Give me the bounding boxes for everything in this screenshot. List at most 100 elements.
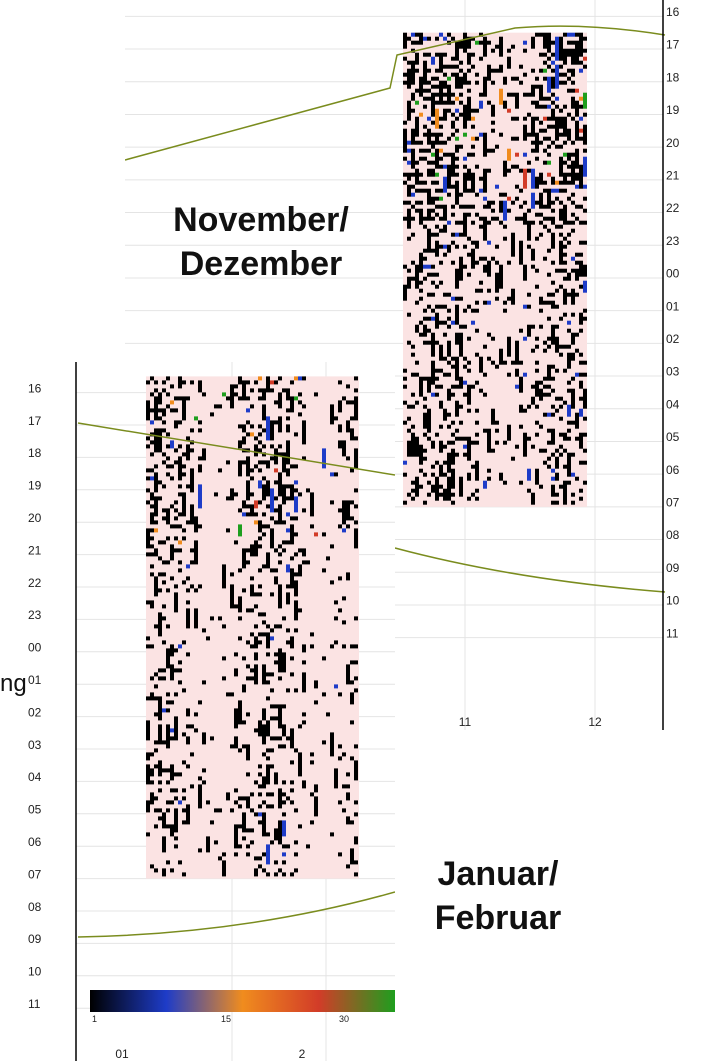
detection-cell [531,140,535,145]
detection-cell [178,376,182,389]
detection-cell [346,784,350,789]
detection-cell [246,560,250,565]
detection-cell [475,108,479,113]
detection-cell [495,184,499,189]
detection-cell [475,164,479,169]
detection-cell [427,272,431,277]
detection-cell [403,80,407,85]
detection-cell [531,148,535,153]
detection-cell [290,380,294,385]
detection-cell [427,208,431,221]
detection-cell [507,56,511,69]
detection-cell [354,800,358,805]
detection-cell [543,384,547,389]
detection-cell [286,468,290,477]
detection-cell [491,80,495,85]
detection-cell [515,216,519,221]
detection-cell [182,396,186,421]
detection-cell [543,160,547,165]
detection-cell [475,380,479,385]
detection-cell [451,364,455,369]
detection-cell [258,612,262,617]
detection-cell [567,232,571,237]
detection-cell [551,124,555,129]
detection-cell [463,356,467,361]
y-tick-label: 16 [28,381,42,395]
detection-cell [302,420,306,445]
detection-cell [447,32,451,37]
detection-cell [439,260,443,265]
detection-cell [475,72,479,77]
detection-cell [575,412,579,429]
detection-cell [302,508,306,513]
sunset-curve [125,25,666,161]
detection-cell [403,472,407,477]
detection-cell [150,572,154,577]
detection-cell [443,108,447,121]
detection-cell [174,788,178,793]
detection-cell [439,32,443,37]
detection-cell [230,584,234,609]
detection-cell [146,800,150,813]
detection-cell [579,460,583,465]
detection-cell [166,724,170,749]
y-tick-label: 20 [666,136,680,150]
detection-cell [467,204,471,209]
detection-cell [403,128,407,153]
detection-cell [463,380,467,385]
detection-cell [459,60,463,65]
detection-cell [186,484,190,489]
y-tick-label: 17 [666,38,680,52]
detection-cell [555,268,559,273]
detection-cell [250,644,254,649]
detection-cell [439,196,443,201]
detection-cell [579,240,583,245]
detection-cell [206,800,210,805]
detection-cell [455,96,459,101]
detection-cell [527,304,531,309]
detection-cell [451,112,455,117]
detection-cell [471,464,475,469]
detection-cell [475,308,479,313]
detection-cell [419,376,423,397]
detection-cell [302,672,306,693]
detection-cell [423,156,427,161]
detection-cell [419,180,423,185]
y-tick-label: 10 [666,594,680,608]
detection-cell [475,212,479,217]
detection-cell [443,64,447,69]
detection-cell [274,448,278,465]
detection-cell [431,248,435,253]
detection-cell [346,500,350,521]
detection-cell [334,616,338,621]
detection-cell [487,100,491,105]
detection-cell [459,76,463,89]
detection-cell [254,444,258,457]
detection-cell [543,188,547,193]
detection-cell [415,300,419,305]
detection-cell [403,200,407,205]
detection-cell [535,284,539,289]
detection-cell [419,320,423,325]
detection-cell [571,268,575,273]
detection-cell [419,280,423,285]
detection-cell [186,436,190,441]
detection-cell [439,464,443,477]
detection-cell [471,440,475,445]
detection-cell [547,172,551,177]
detection-cell [162,388,166,393]
detection-cell [354,520,358,525]
detection-cell [579,252,583,257]
detection-cell [579,136,583,141]
detection-cell [270,456,274,461]
caption-jan-feb-line2: Februar [434,899,562,937]
detection-cell [555,96,559,101]
detection-cell [310,644,314,649]
detection-cell [523,212,527,225]
detection-cell [439,132,443,137]
detection-cell [411,352,415,357]
detection-cell [294,572,298,577]
detection-cell [194,588,198,593]
detection-cell [431,264,435,269]
detection-cell [459,220,463,225]
